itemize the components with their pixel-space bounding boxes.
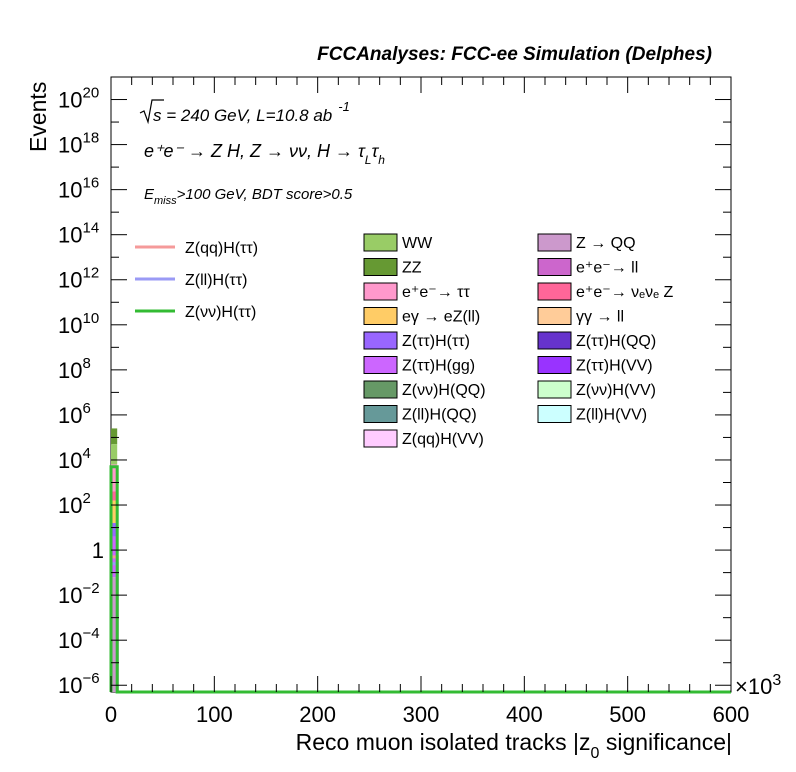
background-legend-swatch xyxy=(537,331,572,350)
background-legend-swatch xyxy=(363,331,398,350)
background-legend-label: Z(ττ)H(VV) xyxy=(576,358,653,375)
x-tick-label: 100 xyxy=(196,702,233,727)
background-legend-swatch xyxy=(537,405,572,423)
background-legend-swatch xyxy=(537,380,572,399)
background-legend-swatch xyxy=(537,258,572,276)
y-tick-label: 108 xyxy=(58,355,91,383)
background-legend-swatch xyxy=(537,307,572,325)
background-legend-label: e⁺e⁻→ νₑνₑ Z xyxy=(576,284,673,301)
x-tick-label: 400 xyxy=(506,702,543,727)
chart-title: FCCAnalyses: FCC-ee Simulation (Delphes) xyxy=(317,44,712,65)
background-legend: WW Z → QQ ZZ e⁺e⁻→ ll e⁺e⁻→ ττ e⁺e⁻→ νₑνₑ Z eγ… xyxy=(363,233,673,448)
background-legend-swatch xyxy=(363,233,398,252)
background-legend-label: Z(ll)H(QQ) xyxy=(402,407,477,424)
y-tick-label: 102 xyxy=(58,490,91,518)
background-legend-label: Z(ll)H(VV) xyxy=(576,407,647,424)
stack-bar-segment xyxy=(111,428,118,445)
background-legend-label: eγ → eZ(ll) xyxy=(402,309,480,326)
stack-bar-segment xyxy=(111,523,118,537)
x-tick-label: 200 xyxy=(299,702,336,727)
background-legend-label: Z(νν)H(QQ) xyxy=(402,382,486,399)
stack-bar-segment xyxy=(111,577,118,692)
y-tick-label: 1020 xyxy=(58,85,99,113)
background-legend-swatch xyxy=(537,233,572,252)
background-legend-label: WW xyxy=(402,235,433,252)
signal-legend-label: Z(qq)H(ττ) xyxy=(185,240,258,257)
y-tick-label: 106 xyxy=(58,400,91,428)
background-legend-label: Z(ττ)H(ττ) xyxy=(402,333,470,350)
y-tick-label: 1016 xyxy=(58,175,99,203)
signal-legend-label: Z(νν)H(ττ) xyxy=(185,304,256,321)
background-legend-label: e⁺e⁻→ ll xyxy=(576,260,638,277)
background-legend-label: Z(ττ)H(gg) xyxy=(402,358,475,375)
signal-line xyxy=(109,562,731,694)
background-legend-swatch xyxy=(363,356,398,374)
background-legend-label: Z → QQ xyxy=(576,235,636,252)
y-tick-label: 10−4 xyxy=(58,625,100,653)
stack-bar-segment xyxy=(111,444,118,465)
y-tick-label: 10−2 xyxy=(58,580,100,608)
svg-text:s = 240 GeV, L=10.8 ab-1: s = 240 GeV, L=10.8 ab -1 xyxy=(153,99,350,125)
background-legend-swatch xyxy=(363,258,398,276)
y-tick-label: 10−6 xyxy=(58,670,100,698)
background-legend-label: Z(ττ)H(QQ) xyxy=(576,333,656,350)
y-tick-label: 104 xyxy=(58,445,91,473)
background-legend-swatch xyxy=(363,380,398,399)
annotation-cuts: Emiss>100 GeV, BDT score>0.5 xyxy=(144,186,353,207)
y-tick-label: 1018 xyxy=(58,130,99,158)
y-tick-label: 1010 xyxy=(58,310,99,338)
annotation-process: e⁺e⁻ → Z H, Z → νν, H → τLτh xyxy=(144,141,385,167)
x-axis-title: Reco muon isolated tracks |z0 significan… xyxy=(296,729,732,762)
background-legend-label: Z(qq)H(VV) xyxy=(402,431,484,448)
x-tick-label: 600 xyxy=(713,702,750,727)
background-legend-swatch xyxy=(537,356,572,374)
x-axis: 0 100 200 300 400 500 600 xyxy=(105,77,749,727)
signal-legend-label: Z(ll)H(ττ) xyxy=(185,272,247,289)
background-legend-swatch xyxy=(363,405,398,423)
signal-legend: Z(qq)H(ττ) Z(ll)H(ττ) Z(νν)H(ττ) xyxy=(135,240,258,321)
background-legend-swatch xyxy=(363,282,398,301)
y-tick-label: 1014 xyxy=(58,220,99,248)
y-axis-title: Events xyxy=(25,82,51,152)
stack-bar-segment xyxy=(111,464,118,492)
background-legend-swatch xyxy=(363,307,398,325)
y-tick-label: 1012 xyxy=(58,265,99,293)
background-legend-swatch xyxy=(363,429,398,448)
stack-bar-segment xyxy=(111,500,118,524)
signal-line xyxy=(109,465,731,694)
x-tick-label: 0 xyxy=(105,702,117,727)
signal-line xyxy=(109,555,731,694)
x-tick-label: 300 xyxy=(403,702,440,727)
y-tick-label: 1 xyxy=(92,538,104,563)
background-legend-label: e⁺e⁻→ ττ xyxy=(402,284,470,301)
annotation-energy: s = 240 GeV, L=10.8 ab -1 xyxy=(139,99,350,125)
signal-layer xyxy=(109,465,731,694)
background-legend-label: Z(νν)H(VV) xyxy=(576,382,656,399)
background-legend-label: ZZ xyxy=(402,260,422,277)
stack-bar-segment xyxy=(111,491,118,501)
x-multiplier: ×103 xyxy=(735,672,781,699)
background-legend-label: γγ → ll xyxy=(576,309,624,326)
background-legend-swatch xyxy=(537,282,572,301)
x-tick-label: 500 xyxy=(609,702,646,727)
